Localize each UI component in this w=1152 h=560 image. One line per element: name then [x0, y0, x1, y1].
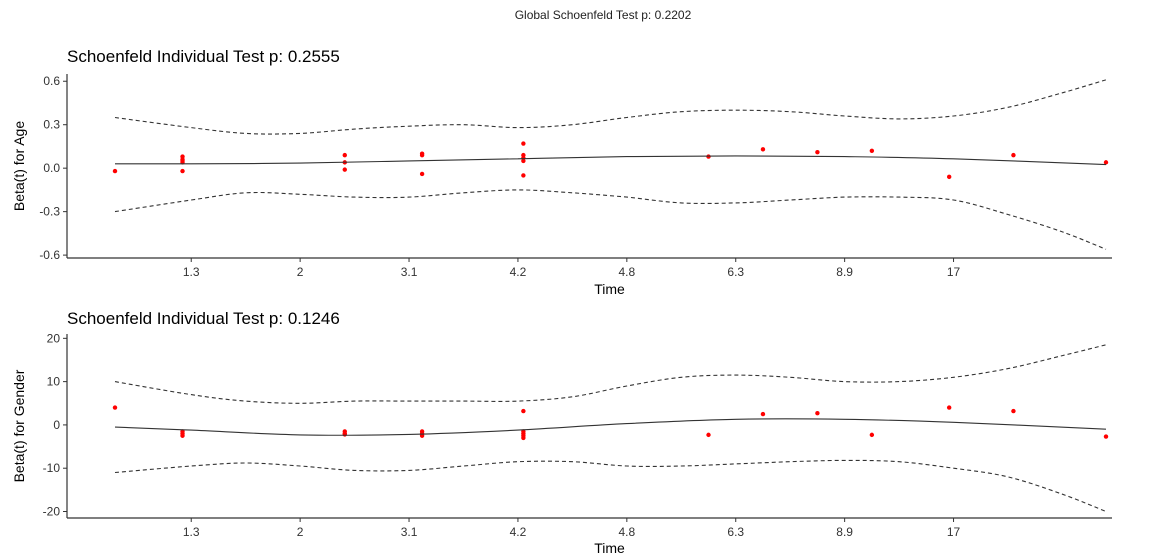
y-axis-label: Beta(t) for Gender	[11, 369, 27, 482]
x-tick-label: 6.3	[727, 265, 744, 279]
residual-point	[1103, 160, 1109, 165]
y-tick-label: -0.6	[39, 248, 60, 262]
residual-point	[112, 405, 118, 410]
y-tick-label: -0.3	[39, 205, 60, 219]
y-tick-label: 0	[53, 418, 60, 432]
residual-point	[521, 173, 526, 178]
residual-point	[342, 167, 347, 172]
residual-point	[760, 147, 766, 152]
x-tick-label: 3.1	[401, 265, 418, 279]
y-tick-label: 0.0	[43, 161, 60, 175]
residual-point	[180, 158, 185, 164]
x-tick-label: 8.9	[836, 265, 853, 279]
lower-confidence-band	[114, 189, 1107, 250]
residual-point	[180, 154, 185, 159]
residual-point	[760, 411, 766, 417]
x-tick-label: 4.2	[510, 525, 527, 539]
x-tick-label: 6.3	[727, 525, 744, 539]
residual-point	[1103, 434, 1109, 439]
residual-point	[521, 158, 526, 164]
y-tick-label: 20	[47, 331, 61, 345]
x-tick-label: 3.1	[401, 525, 418, 539]
fitted-line	[114, 418, 1107, 436]
y-tick-label: 10	[47, 375, 61, 389]
residual-point	[869, 148, 875, 153]
x-tick-label: 4.8	[618, 525, 635, 539]
y-tick-label: -20	[43, 505, 61, 519]
residual-point	[419, 151, 425, 156]
x-axis-label: Time	[594, 281, 625, 297]
residual-point	[419, 171, 425, 177]
lower-confidence-band	[114, 459, 1107, 513]
y-axis-label: Beta(t) for Age	[11, 121, 27, 211]
upper-confidence-band	[114, 344, 1107, 404]
residual-point	[180, 433, 185, 438]
residual-point	[1011, 152, 1016, 158]
residual-point	[946, 405, 952, 410]
gender-panel: Schoenfeld Individual Test p: 0.1246 -20 -…	[11, 309, 1112, 556]
global-title: Global Schoenfeld Test p: 0.2202	[515, 8, 692, 22]
x-tick-label: 17	[947, 265, 961, 279]
x-tick-label: 4.2	[510, 265, 527, 279]
fitted-line	[114, 155, 1107, 166]
y-tick-label: -10	[43, 461, 61, 475]
x-tick-label: 8.9	[836, 525, 853, 539]
residual-point	[521, 141, 526, 146]
panel-title: Schoenfeld Individual Test p: 0.1246	[67, 309, 340, 328]
residual-point	[342, 152, 347, 158]
residual-point	[521, 408, 526, 414]
y-tick-label: 0.6	[43, 74, 60, 88]
x-tick-label: 4.8	[618, 265, 635, 279]
residual-point	[815, 411, 820, 416]
panel-title: Schoenfeld Individual Test p: 0.2555	[67, 47, 340, 66]
residual-point	[180, 168, 185, 174]
residual-point	[706, 432, 711, 438]
residual-point	[946, 174, 952, 180]
y-tick-label: 0.3	[43, 118, 60, 132]
residual-point	[521, 435, 526, 441]
x-axis-label: Time	[594, 540, 625, 556]
residual-point	[1011, 408, 1016, 414]
x-tick-label: 1.3	[183, 265, 200, 279]
residual-point	[112, 168, 118, 174]
upper-confidence-band	[114, 79, 1107, 135]
x-tick-label: 2	[297, 525, 304, 539]
age-panel: Schoenfeld Individual Test p: 0.2555 -0.6…	[11, 47, 1112, 297]
residual-point	[342, 432, 347, 437]
x-tick-label: 1.3	[183, 525, 200, 539]
residual-point	[869, 432, 875, 438]
residual-point	[815, 150, 820, 155]
x-tick-label: 2	[297, 265, 304, 279]
x-tick-label: 17	[947, 525, 961, 539]
